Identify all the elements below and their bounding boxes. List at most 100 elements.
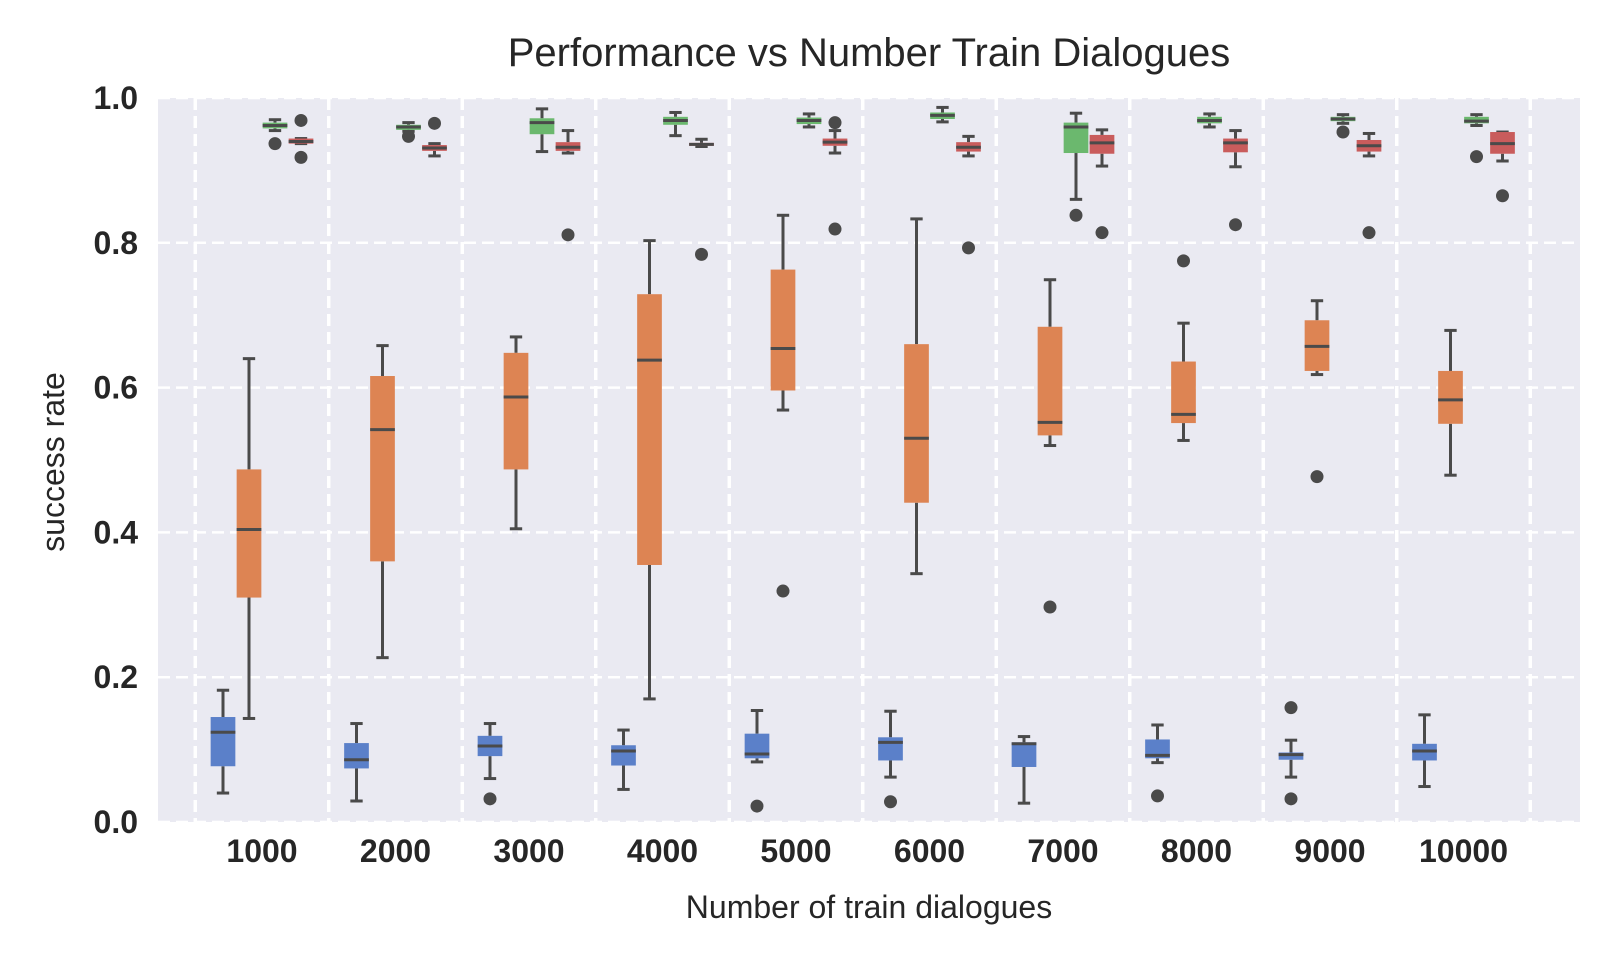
box-6000-series-2 — [904, 217, 929, 576]
box-1000-series-4 — [288, 113, 314, 164]
outlier-point — [561, 228, 575, 242]
box-3000-series-1 — [477, 722, 503, 806]
x-tick-label: 6000 — [894, 833, 965, 869]
outlier-point — [884, 795, 897, 809]
box-body — [611, 745, 636, 766]
x-tick-label: 2000 — [360, 833, 431, 869]
box-body — [210, 717, 236, 767]
box-2000-series-3 — [396, 121, 421, 143]
outlier-point — [402, 129, 415, 143]
x-tick-label: 9000 — [1294, 833, 1365, 869]
outlier-point — [1284, 792, 1298, 806]
box-5000-series-1 — [744, 709, 770, 813]
box-2000-series-2 — [370, 344, 395, 660]
y-tick-label: 0.4 — [94, 514, 139, 550]
box-body — [1037, 326, 1063, 436]
box-5000-series-3 — [796, 112, 822, 129]
box-10000-series-4 — [1490, 130, 1515, 203]
x-tick-label: 10000 — [1419, 833, 1508, 869]
outlier-point — [428, 116, 441, 130]
box-7000-series-4 — [1089, 128, 1115, 240]
outlier-point — [1229, 218, 1242, 232]
box-4000-series-4 — [689, 137, 714, 261]
box-9000-series-3 — [1330, 113, 1356, 139]
vertical-gridlines — [193, 98, 1532, 822]
box-body — [770, 269, 796, 391]
box-body — [904, 344, 929, 503]
box-8000-series-2 — [1171, 254, 1196, 442]
outlier-point — [1095, 226, 1109, 240]
x-tick-label: 4000 — [627, 833, 698, 869]
box-3000-series-4 — [555, 129, 581, 242]
outlier-point — [268, 137, 282, 151]
outlier-point — [294, 150, 308, 164]
y-axis-label: success rate — [35, 372, 71, 552]
box-7000-series-1 — [1011, 735, 1037, 805]
outlier-point — [776, 584, 790, 598]
x-tick-label: 7000 — [1027, 833, 1098, 869]
outlier-point — [695, 247, 708, 261]
outlier-point — [1151, 789, 1164, 803]
outlier-point — [1336, 125, 1350, 139]
box-body — [1171, 361, 1196, 424]
box-body — [1438, 370, 1463, 424]
y-tick-label: 0.2 — [94, 659, 138, 695]
outlier-point — [750, 799, 764, 813]
box-body — [344, 743, 369, 769]
outlier-point — [1310, 470, 1324, 484]
box-3000-series-2 — [503, 335, 529, 531]
box-9000-series-2 — [1304, 299, 1330, 484]
box-8000-series-1 — [1145, 723, 1170, 803]
x-tick-label: 8000 — [1161, 833, 1232, 869]
box-5000-series-4 — [822, 116, 848, 236]
box-body — [1223, 138, 1248, 153]
box-4000-series-3 — [663, 110, 688, 138]
box-10000-series-3 — [1464, 113, 1489, 164]
x-tick-label: 5000 — [760, 833, 831, 869]
box-6000-series-1 — [878, 709, 903, 809]
y-tick-label: 1.0 — [94, 80, 138, 116]
outlier-point — [1470, 150, 1483, 164]
outlier-point — [828, 222, 842, 236]
outlier-point — [828, 116, 842, 130]
box-10000-series-1 — [1412, 713, 1437, 789]
box-series — [210, 105, 1515, 813]
box-6000-series-4 — [956, 134, 981, 255]
outlier-point — [1362, 226, 1376, 240]
box-10000-series-2 — [1438, 328, 1463, 477]
outlier-point — [1043, 600, 1057, 614]
box-6000-series-3 — [930, 105, 955, 124]
box-2000-series-1 — [344, 722, 369, 803]
box-5000-series-2 — [770, 213, 796, 598]
box-8000-series-4 — [1223, 129, 1248, 232]
outlier-point — [1496, 189, 1509, 203]
box-body — [878, 737, 903, 761]
y-tick-label: 0.0 — [94, 804, 138, 840]
outlier-point — [962, 241, 975, 255]
box-2000-series-4 — [422, 116, 447, 158]
box-9000-series-1 — [1278, 701, 1304, 806]
chart-title: Performance vs Number Train Dialogues — [508, 31, 1231, 75]
box-1000-series-2 — [236, 357, 262, 720]
plot-area — [158, 98, 1580, 822]
box-body — [503, 352, 529, 470]
horizontal-gridlines — [158, 96, 1580, 824]
box-body — [1145, 739, 1170, 759]
y-tick-label: 0.8 — [94, 225, 138, 261]
box-1000-series-1 — [210, 688, 236, 795]
outlier-point — [1177, 254, 1190, 268]
box-body — [529, 118, 555, 135]
outlier-point — [483, 792, 497, 806]
x-axis-label: Number of train dialogues — [686, 889, 1052, 925]
box-8000-series-3 — [1197, 112, 1222, 129]
box-3000-series-3 — [529, 107, 555, 154]
box-7000-series-3 — [1063, 111, 1089, 222]
box-4000-series-1 — [611, 728, 636, 791]
box-body — [637, 294, 662, 565]
box-body — [236, 469, 262, 598]
box-7000-series-2 — [1037, 278, 1063, 614]
y-tick-label: 0.6 — [94, 370, 138, 406]
outlier-point — [294, 113, 308, 127]
box-9000-series-4 — [1356, 131, 1382, 240]
